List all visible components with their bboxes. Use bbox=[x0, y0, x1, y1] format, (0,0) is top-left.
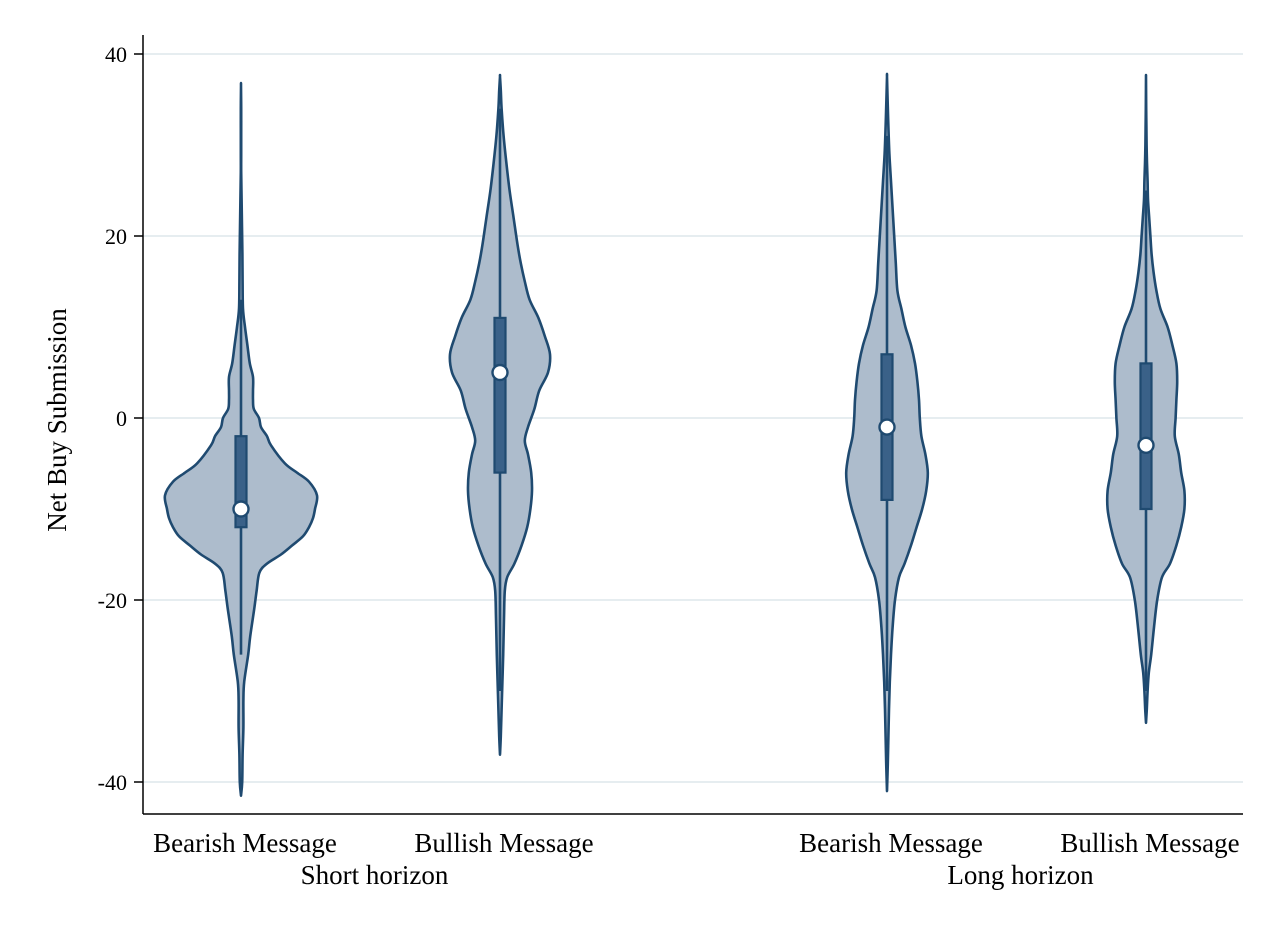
y-axis-title: Net Buy Submission bbox=[42, 308, 72, 532]
y-tick-label: 20 bbox=[105, 224, 127, 249]
iqr-box bbox=[493, 316, 507, 474]
y-tick-label: 0 bbox=[116, 406, 127, 431]
iqr-box bbox=[1139, 362, 1153, 511]
category-label: Bearish Message bbox=[799, 828, 983, 858]
gridlines bbox=[143, 53, 1243, 783]
median-marker bbox=[1137, 436, 1155, 454]
axes bbox=[142, 35, 1243, 815]
violin bbox=[448, 73, 552, 756]
y-axis-ticks: -40 -20 0 20 40 bbox=[98, 42, 143, 795]
violin-group bbox=[844, 72, 1187, 793]
median-marker bbox=[878, 418, 896, 436]
group-label: Long horizon bbox=[947, 860, 1094, 890]
iqr-box bbox=[234, 435, 248, 529]
y-tick-label: -20 bbox=[98, 588, 127, 613]
violin bbox=[1105, 73, 1187, 725]
y-tick-label: 40 bbox=[105, 42, 127, 67]
violin-group bbox=[163, 73, 552, 797]
violin bbox=[163, 81, 319, 797]
category-label: Bullish Message bbox=[414, 828, 593, 858]
median-marker bbox=[491, 363, 509, 382]
group-label: Short horizon bbox=[301, 860, 449, 890]
median-marker bbox=[232, 500, 250, 518]
category-label: Bullish Message bbox=[1060, 828, 1239, 858]
violin bbox=[844, 72, 930, 793]
category-label: Bearish Message bbox=[153, 828, 337, 858]
y-tick-label: -40 bbox=[98, 770, 127, 795]
violins bbox=[163, 72, 1187, 797]
